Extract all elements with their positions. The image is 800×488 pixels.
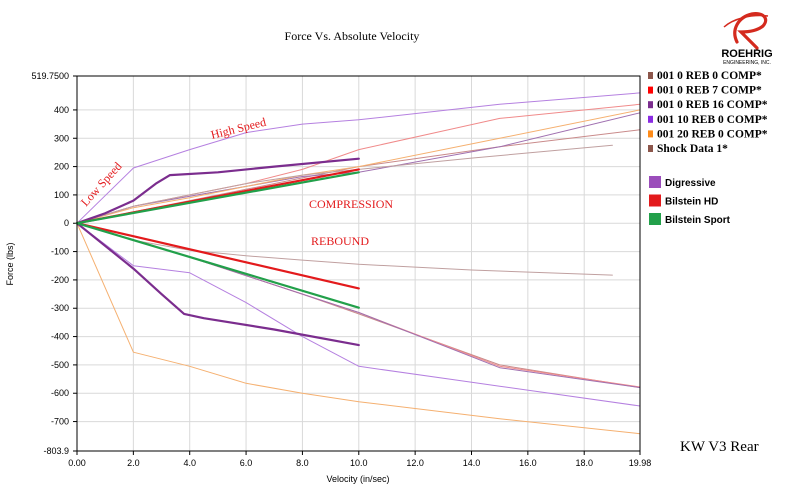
series-line-001-20-reb-0-comp — [76, 222, 641, 435]
y-tick-label: -700 — [51, 417, 69, 427]
legend-label: 001 0 REB 16 COMP* — [657, 99, 768, 111]
y-tick-label: 300 — [54, 133, 69, 143]
annotation-rebound: REBOUND — [311, 234, 369, 248]
legend-swatch — [648, 115, 653, 123]
x-tick-label: 18.0 — [575, 458, 593, 468]
x-tick-label: 2.0 — [127, 458, 140, 468]
logo-r-mark — [733, 12, 768, 50]
logo-sub: ENGINEERING, INC. — [723, 60, 771, 66]
series-line-bilstein-sport — [75, 222, 360, 309]
legend-swatch — [649, 194, 661, 207]
logo-swoosh — [723, 14, 769, 28]
plot-series — [75, 92, 641, 435]
logo: ROEHRIG ENGINEERING, INC. — [721, 12, 773, 66]
annotation-compression: COMPRESSION — [309, 197, 393, 211]
series-line-001-20-reb-0-comp — [76, 109, 641, 224]
legend-swatch — [649, 213, 661, 225]
series-line-digressive — [75, 222, 360, 347]
x-tick-label: 16.0 — [519, 458, 537, 468]
legend-label: Bilstein Sport — [665, 215, 731, 226]
series-line-shock-data-1 — [76, 222, 613, 276]
y-tick-label: -100 — [51, 247, 69, 257]
legend-label: Shock Data 1* — [657, 143, 728, 155]
x-tick-label: 0.00 — [68, 458, 86, 468]
x-tick-label: 6.0 — [240, 458, 253, 468]
y-tick-label: -400 — [51, 332, 69, 342]
y-tick-label: -200 — [51, 275, 69, 285]
x-tick-label: 14.0 — [463, 458, 481, 468]
y-tick-label: 400 — [54, 105, 69, 115]
legend-label: 001 0 REB 0 COMP* — [657, 70, 762, 82]
y-tick-label: -300 — [51, 303, 69, 313]
y-tick-label: -803.9 — [43, 446, 69, 456]
y-tick-label: 200 — [54, 162, 69, 172]
legend-swatch — [648, 86, 653, 94]
series-line-bilstein-sport — [75, 171, 360, 225]
legend-label: Digressive — [665, 178, 716, 189]
y-tick-label: 0 — [64, 218, 69, 228]
y-axis-ticks: 519.7500 400 300 200 100 0 -100 -200 -300 -400 -50… — [31, 71, 77, 456]
series-line-digressive — [75, 157, 360, 225]
legend-highlight: Digressive Bilstein HD Bilstein Sport — [649, 176, 731, 226]
x-tick-label: 12.0 — [406, 458, 424, 468]
x-tick-label: 10.0 — [350, 458, 368, 468]
x-tick-label: 19.98 — [629, 458, 652, 468]
legend-label: 001 0 REB 7 COMP* — [657, 85, 762, 97]
legend-swatch — [648, 72, 653, 79]
series-line-001-10-reb-0-comp — [76, 92, 641, 224]
legend-swatch — [648, 145, 653, 152]
y-axis-label: Force (lbs) — [5, 242, 15, 285]
legend: 001 0 REB 0 COMP* 001 0 REB 7 COMP* 001 0 … — [648, 70, 768, 155]
footer-label: KW V3 Rear — [680, 439, 759, 455]
plot-frame — [76, 75, 641, 452]
legend-swatch — [648, 101, 653, 109]
logo-name: ROEHRIG — [721, 48, 772, 60]
x-tick-label: 4.0 — [183, 458, 196, 468]
y-tick-label: 519.7500 — [31, 71, 69, 81]
legend-label: 001 20 REB 0 COMP* — [657, 128, 768, 140]
legend-label: Bilstein HD — [665, 197, 718, 208]
x-tick-label: 8.0 — [296, 458, 309, 468]
y-tick-label: -600 — [51, 388, 69, 398]
series-line-shock-data-1 — [76, 144, 613, 224]
chart-title: Force Vs. Absolute Velocity — [285, 29, 420, 43]
plot-grid — [76, 75, 641, 452]
series-line-bilstein-hd — [75, 222, 360, 290]
legend-label: 001 10 REB 0 COMP* — [657, 114, 768, 126]
series-line-001-10-reb-0-comp — [76, 222, 641, 407]
y-tick-label: 100 — [54, 190, 69, 200]
legend-swatch — [649, 176, 661, 188]
x-axis-ticks: 0.00 2.0 4.0 6.0 8.0 10.0 12.0 14.0 16.0 18.0 19.9… — [68, 451, 651, 468]
y-tick-label: -500 — [51, 360, 69, 370]
legend-swatch — [648, 130, 653, 138]
x-axis-label: Velocity (in/sec) — [326, 474, 389, 484]
